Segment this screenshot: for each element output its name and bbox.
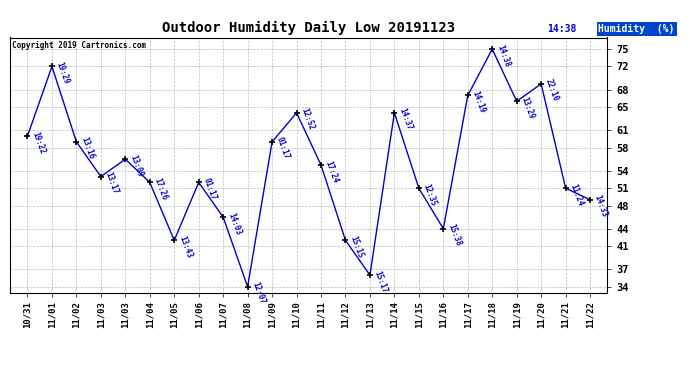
Text: 13:16: 13:16 [79,136,95,161]
Text: 15:38: 15:38 [446,223,462,248]
Text: 19:22: 19:22 [30,130,47,155]
Text: 14:33: 14:33 [593,194,609,219]
Text: Copyright 2019 Cartronics.com: Copyright 2019 Cartronics.com [12,41,146,50]
Text: 12:35: 12:35 [422,182,438,207]
Text: 14:38: 14:38 [495,43,511,68]
Text: 17:24: 17:24 [324,159,340,184]
Text: 19:29: 19:29 [55,61,71,86]
Text: 13:17: 13:17 [104,171,120,195]
Text: 01:17: 01:17 [201,177,218,201]
Text: 14:19: 14:19 [471,90,487,114]
Title: Outdoor Humidity Daily Low 20191123: Outdoor Humidity Daily Low 20191123 [162,21,455,35]
Text: 13:09: 13:09 [128,153,144,178]
Text: 15:15: 15:15 [348,234,364,259]
Text: 14:37: 14:37 [397,107,413,132]
Text: 11:24: 11:24 [569,182,584,207]
Text: 17:26: 17:26 [152,177,169,201]
Text: 22:10: 22:10 [544,78,560,103]
Text: 14:03: 14:03 [226,211,242,236]
Text: 13:29: 13:29 [520,95,536,120]
Text: 14:38: 14:38 [546,24,576,34]
Text: 12:07: 12:07 [250,281,267,306]
Text: 01:17: 01:17 [275,136,291,161]
Text: 13:43: 13:43 [177,234,193,259]
Text: Humidity  (%): Humidity (%) [598,24,675,34]
Text: 15:17: 15:17 [373,269,389,294]
Text: 12:52: 12:52 [299,107,316,132]
